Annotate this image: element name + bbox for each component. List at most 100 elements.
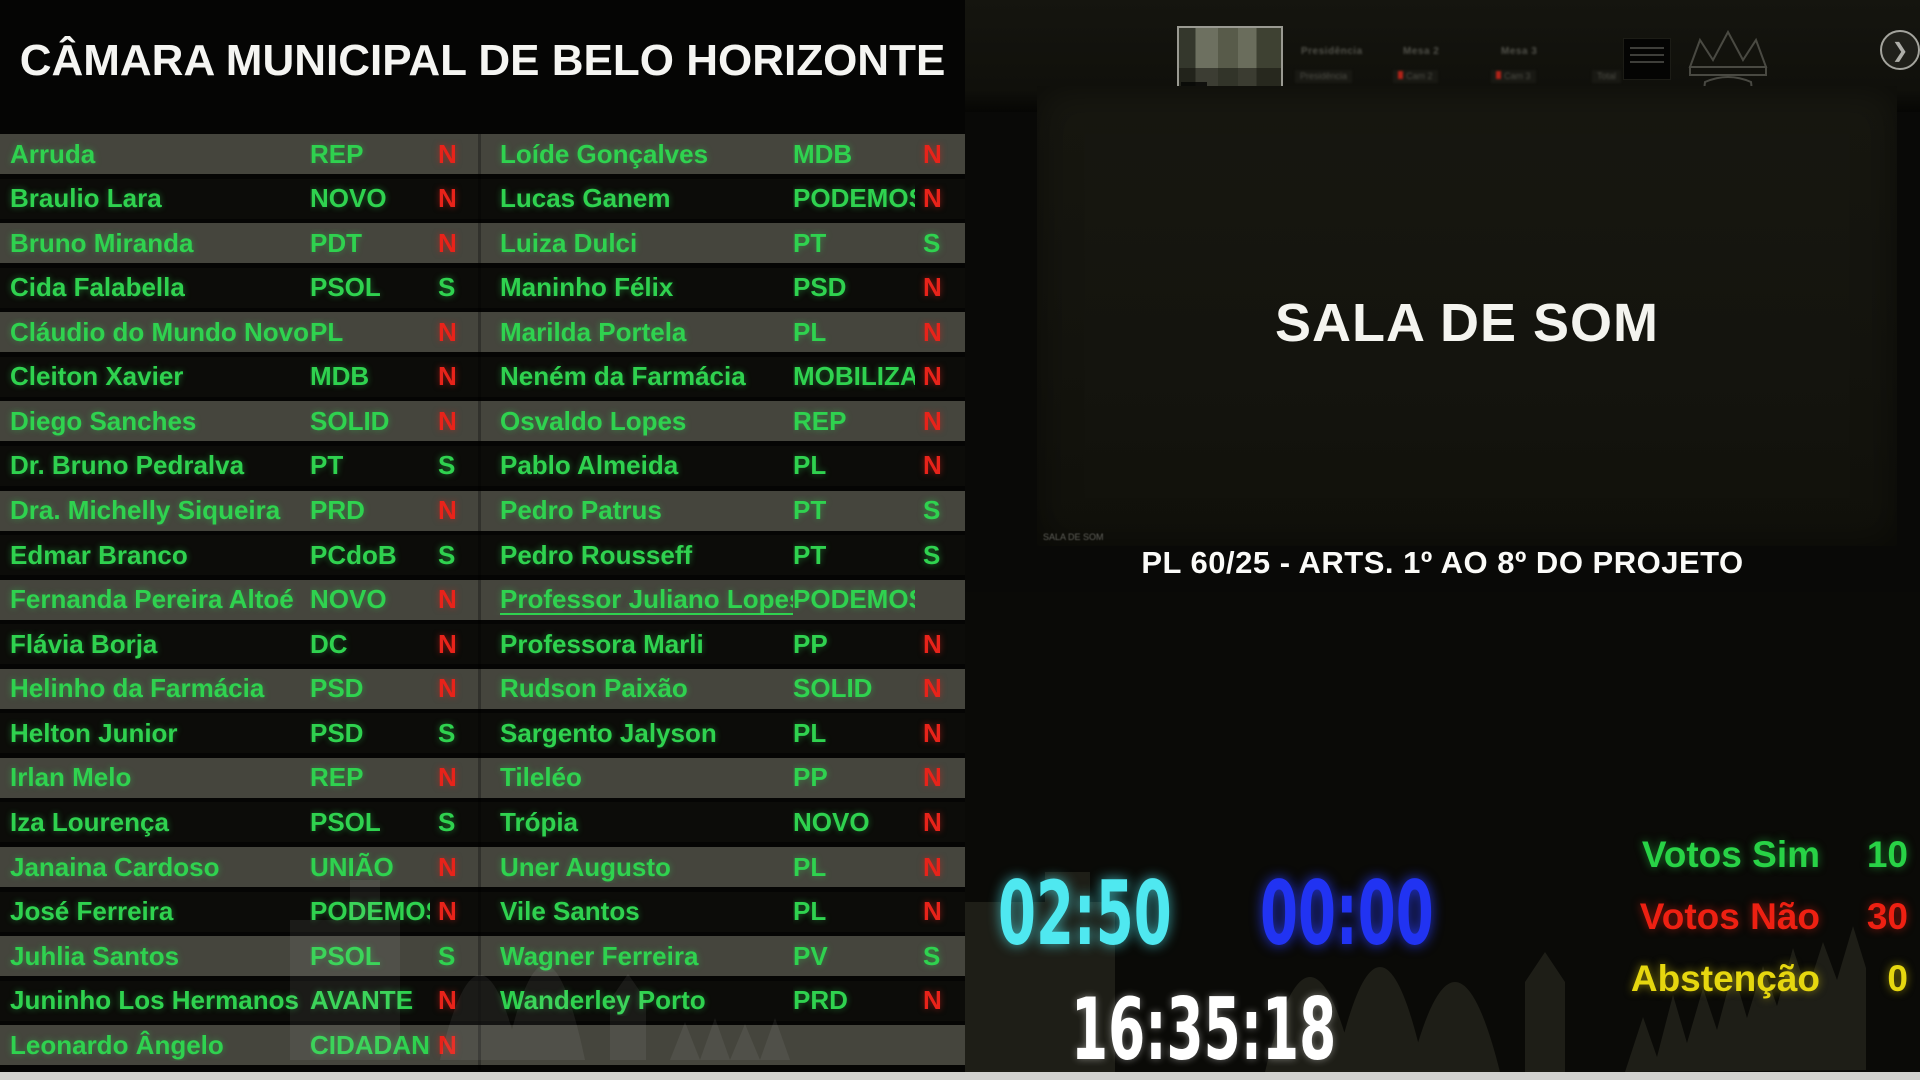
switcher-tag[interactable]: Presidência <box>1295 70 1353 83</box>
member-name: Loíde Gonçalves <box>500 138 709 169</box>
member-party: PL <box>793 717 827 748</box>
member-party: PV <box>793 940 828 971</box>
member-name: Edmar Branco <box>10 539 188 570</box>
member-name: Osvaldo Lopes <box>500 405 687 436</box>
member-party: REP <box>793 405 847 436</box>
member-party: PODEMOS <box>310 896 430 927</box>
slide-preview-thumbnail[interactable] <box>1623 38 1671 80</box>
member-name: Lucas Ganem <box>500 183 671 214</box>
member-vote: N <box>438 138 457 169</box>
session-timer: 02:50 <box>998 862 1172 965</box>
member-name: Wagner Ferreira <box>500 940 699 971</box>
roster-row: Juhlia Santos PSOL S Wagner Ferreira PV … <box>0 936 965 977</box>
switcher-tag[interactable]: Total <box>1592 70 1622 83</box>
member-vote: N <box>438 361 457 392</box>
video-feed: SALA DE SOM SALA DE SOM <box>1037 86 1897 546</box>
member-vote: N <box>438 628 457 659</box>
lower-zone: 02:50 00:00 16:35:18 Votos Sim 10 Votos … <box>965 592 1920 1080</box>
member-name: Vile Santos <box>500 896 640 927</box>
member-name: Juhlia Santos <box>10 940 180 971</box>
member-name: Sargento Jalyson <box>500 717 717 748</box>
member-name: Pedro Patrus <box>500 495 662 525</box>
member-party: PP <box>793 762 828 793</box>
member-vote: N <box>923 138 942 169</box>
member-vote: N <box>923 673 942 704</box>
member-vote: N <box>923 806 942 837</box>
abstention-count: 0 <box>1887 958 1908 999</box>
roster-row: Cleiton Xavier MDB N Neném da Farmácia M… <box>0 356 965 397</box>
member-party: NOVO <box>310 183 387 214</box>
roster-row: José Ferreira PODEMOS N Vile Santos PL N <box>0 891 965 932</box>
roster-row: Dr. Bruno Pedralva PT S Pablo Almeida PL… <box>0 445 965 486</box>
member-name: Cleiton Xavier <box>10 361 184 392</box>
roster-row: Arruda REP N Loíde Gonçalves MDB N <box>0 134 965 174</box>
member-name: Rudson Paixão <box>500 673 688 704</box>
member-name: Trópia <box>500 806 579 837</box>
member-name: Bruno Miranda <box>10 227 194 258</box>
panel-title: CÂMARA MUNICIPAL DE BELO HORIZONTE <box>19 36 946 85</box>
roster-row: Flávia Borja DC N Professora Marli PP N <box>0 624 965 665</box>
member-vote: S <box>923 495 941 525</box>
member-vote: N <box>923 851 942 882</box>
roster-row: Janaina Cardoso UNIÃO N Uner Augusto PL … <box>0 847 965 887</box>
member-party: DC <box>310 628 348 659</box>
votes-yes-label: Votos Sim <box>1641 834 1820 875</box>
member-party: PL <box>793 316 827 347</box>
switcher-header: Mesa 2 <box>1403 46 1440 57</box>
member-name: Maninho Félix <box>500 272 674 303</box>
member-name: Cláudio do Mundo Novo <box>10 316 309 347</box>
member-party: CIDADANIA <box>310 1029 430 1060</box>
member-name: Arruda <box>10 138 96 169</box>
rec-indicator-icon <box>1496 71 1501 79</box>
member-name: Braulio Lara <box>10 183 162 214</box>
member-vote: N <box>438 851 457 882</box>
member-party: PSOL <box>310 806 381 837</box>
roster-row: Cláudio do Mundo Novo PL N Marilda Porte… <box>0 312 965 353</box>
member-vote: N <box>438 896 457 927</box>
member-party: NOVO <box>310 584 387 615</box>
member-name: Pablo Almeida <box>500 450 679 481</box>
member-party: PSD <box>310 673 364 704</box>
member-vote: N <box>923 628 942 659</box>
votes-yes-row: Votos Sim 10 <box>1631 834 1908 876</box>
member-name: Dr. Bruno Pedralva <box>10 450 245 481</box>
member-vote: N <box>438 183 457 214</box>
member-party: MDB <box>793 138 853 169</box>
member-vote: N <box>923 717 942 748</box>
member-vote: S <box>923 227 941 258</box>
member-name: Tileléo <box>500 762 582 793</box>
member-party: MDB <box>310 361 370 392</box>
member-party: SOLID <box>310 405 390 436</box>
abstention-row: Abstenção 0 <box>1631 958 1908 1000</box>
member-vote: S <box>923 940 941 971</box>
member-name: Diego Sanches <box>10 405 197 436</box>
next-arrow-icon[interactable]: ❯ <box>1880 30 1920 70</box>
roster-row: Edmar Branco PCdoB S Pedro Rousseff PT S <box>0 535 965 576</box>
member-party: PSD <box>793 272 847 303</box>
rec-indicator-icon <box>1398 71 1403 79</box>
member-vote: N <box>438 584 457 615</box>
member-party: SOLID <box>793 673 873 704</box>
member-party: PSOL <box>310 272 381 303</box>
column-divider <box>478 134 481 1070</box>
switcher-tag[interactable]: Cam 3 <box>1491 70 1536 83</box>
member-vote: N <box>923 985 942 1016</box>
member-party: PT <box>793 227 827 258</box>
roster: Arruda REP N Loíde Gonçalves MDB N Braul… <box>0 134 965 1070</box>
slide-preview-lines <box>1630 47 1664 65</box>
speech-timer: 00:00 <box>1260 862 1434 965</box>
member-party: PT <box>793 495 827 525</box>
votes-no-count: 30 <box>1866 896 1908 937</box>
camera-preview-thumbnail[interactable] <box>1177 26 1283 94</box>
member-party: REP <box>310 762 364 793</box>
member-party: PP <box>793 628 828 659</box>
member-vote: S <box>438 806 456 837</box>
votes-no-row: Votos Não 30 <box>1631 896 1908 938</box>
member-name: Janaina Cardoso <box>10 851 220 882</box>
roster-row: Braulio Lara NOVO N Lucas Ganem PODEMOS … <box>0 178 965 219</box>
bottom-strip <box>0 1072 1920 1080</box>
member-vote: N <box>438 405 457 436</box>
votes-yes-count: 10 <box>1866 834 1908 875</box>
switcher-tag[interactable]: Cam 2 <box>1393 70 1438 83</box>
